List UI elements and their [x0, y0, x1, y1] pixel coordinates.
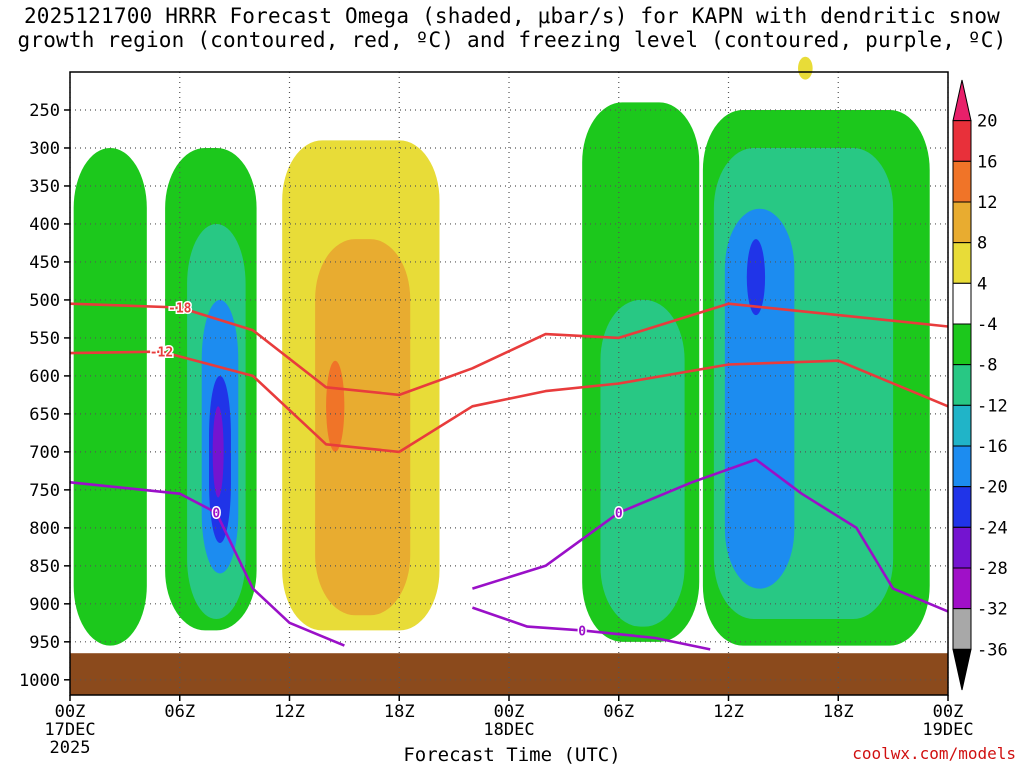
colorbar-label-12: -32: [977, 600, 1008, 620]
colorbar-label-10: -24: [977, 518, 1008, 538]
chart-title: 2025121700 HRRR Forecast Omega (shaded, …: [0, 4, 1024, 52]
colorbar-label-1: 16: [977, 152, 997, 172]
colorbar-label-13: -36: [977, 640, 1008, 660]
y-tick-label-400: 400: [29, 215, 60, 235]
x-tick-date-48: 19DEC: [922, 720, 973, 740]
omega-region-0: [73, 147, 147, 646]
dgz-contour-1: [69, 350, 949, 454]
x-tick-label-6: 06Z: [164, 702, 195, 722]
colorbar-box-1: [952, 120, 972, 162]
colorbar-box-7: [952, 364, 972, 406]
colorbar-label-0: 20: [977, 112, 997, 132]
freezing-contour-1-label: 0: [615, 507, 623, 522]
colorbar-label-7: -12: [977, 396, 1008, 416]
y-tick-label-650: 650: [29, 405, 60, 425]
colorbar-box-9: [952, 445, 972, 488]
y-tick-label-250: 250: [29, 101, 60, 121]
chart-title-line2: growth region (contoured, red, ºC) and f…: [17, 28, 1007, 52]
x-axis-label: Forecast Time (UTC): [403, 744, 621, 766]
y-tick-label-550: 550: [29, 329, 60, 349]
x-tick-date-0: 17DEC: [44, 720, 95, 740]
colorbar-box-3: [952, 201, 972, 244]
freezing-contour-2-label: 0: [578, 624, 586, 639]
y-tick-label-600: 600: [29, 367, 60, 387]
colorbar-box-10: [952, 486, 972, 528]
x-tick-label-42: 18Z: [823, 702, 854, 722]
y-tick-label-750: 750: [29, 481, 60, 501]
dgz-contour-0-label: -18: [168, 302, 192, 317]
dgz-contour-0: [69, 302, 949, 397]
y-tick-label-800: 800: [29, 519, 60, 539]
axes-layer: 250 300 350 400 450 500 550 600 650 700 750 800 850 9…: [19, 71, 974, 758]
credit-text[interactable]: coolwx.com/models: [852, 744, 1016, 763]
dgz-contour-1-label: -12: [150, 346, 173, 361]
x-tick-label-12: 12Z: [274, 702, 305, 722]
colorbar-box-13: [952, 608, 972, 650]
freezing-contour-0-label: 0: [212, 507, 220, 522]
omega-region-13: [724, 208, 795, 589]
colorbar-label-5: -4: [977, 315, 997, 335]
colorbar-label-8: -16: [977, 437, 1008, 457]
colorbar-box-4: [952, 242, 972, 284]
colorbar-label-2: 12: [977, 193, 997, 213]
colorbar-label-9: -20: [977, 478, 1008, 498]
ground-surface: [70, 653, 948, 695]
y-tick-label-300: 300: [29, 139, 60, 159]
colorbar: 20 16 12 8 4 -4 -8 -12 -16 -20 -24 -28 -32 -36: [952, 79, 1008, 691]
omega-region-8: [326, 360, 345, 452]
omega-region-5: [212, 406, 224, 498]
colorbar-box-14: [952, 648, 972, 691]
x-tick-label-48: 00Z: [933, 702, 964, 722]
colorbar-label-11: -28: [977, 559, 1008, 579]
ground-layer: [70, 653, 948, 695]
y-tick-label-350: 350: [29, 177, 60, 197]
y-tick-label-900: 900: [29, 595, 60, 615]
colorbar-box-2: [952, 160, 972, 203]
x-tick-label-24: 00Z: [494, 702, 525, 722]
freezing-contour-1: [472, 458, 949, 613]
omega-region-10: [600, 299, 685, 627]
colorbar-box-12: [952, 567, 972, 610]
omega-region-7: [315, 239, 411, 616]
y-tick-label-1000: 1000: [19, 671, 60, 691]
y-tick-label-850: 850: [29, 557, 60, 577]
colorbar-box-6: [952, 323, 972, 366]
contour-layer: -18 -12 0 0 0: [69, 300, 949, 651]
colorbar-box-8: [952, 404, 972, 447]
x-tick-label-18: 18Z: [384, 702, 415, 722]
colorbar-label-6: -8: [977, 356, 997, 376]
omega-shading-layer: [73, 56, 930, 646]
colorbar-label-3: 8: [977, 234, 987, 254]
omega-region-14: [746, 239, 766, 316]
omega-region-15: [798, 56, 813, 80]
y-tick-label-450: 450: [29, 253, 60, 273]
x-tick-year-0: 2025: [50, 738, 91, 758]
y-tick-label-950: 950: [29, 633, 60, 653]
colorbar-box-11: [952, 526, 972, 569]
freezing-contour-0: [69, 481, 345, 647]
x-tick-label-0: 00Z: [55, 702, 86, 722]
y-tick-label-700: 700: [29, 443, 60, 463]
colorbar-box-5: [952, 282, 972, 325]
y-tick-label-500: 500: [29, 291, 60, 311]
chart-title-line1: 2025121700 HRRR Forecast Omega (shaded, …: [23, 4, 1001, 28]
x-tick-label-36: 12Z: [713, 702, 744, 722]
colorbar-box-0: [952, 79, 972, 122]
x-tick-date-24: 18DEC: [483, 720, 534, 740]
x-tick-label-30: 06Z: [603, 702, 634, 722]
freezing-contour-2: [471, 606, 711, 651]
colorbar-label-4: 4: [977, 274, 987, 294]
